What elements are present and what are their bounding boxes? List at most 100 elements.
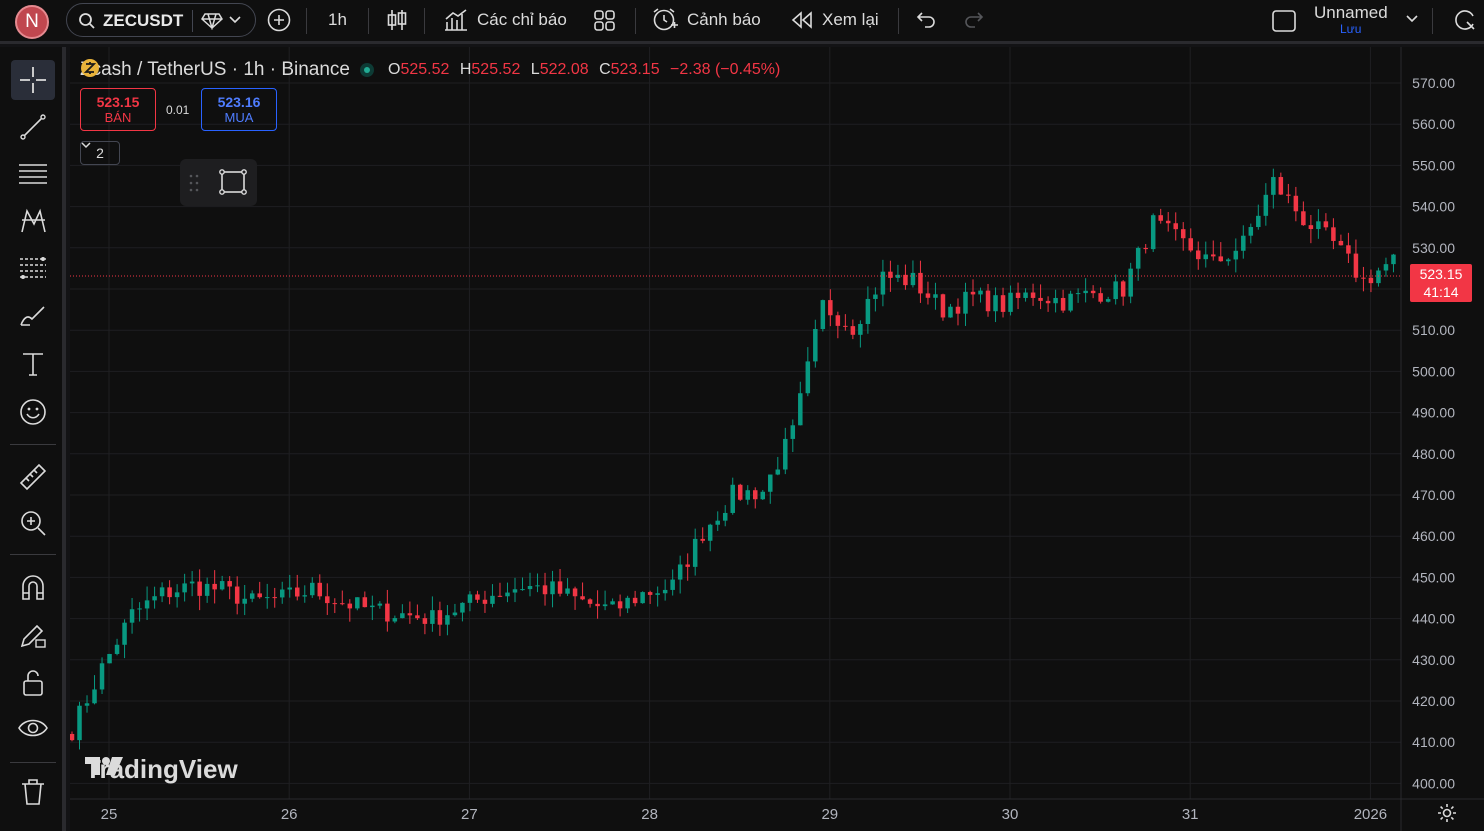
high-value: 525.52 bbox=[471, 61, 521, 78]
replay-label: Xem lại bbox=[822, 10, 879, 29]
candle-body bbox=[888, 271, 893, 278]
candle-body bbox=[257, 593, 262, 598]
symbol-label: ZECUSDT bbox=[103, 11, 184, 30]
candle-body bbox=[114, 644, 120, 654]
drag-handle-icon[interactable] bbox=[189, 174, 199, 192]
fib-tool[interactable] bbox=[11, 248, 55, 288]
candle-body bbox=[580, 596, 585, 600]
candle-body bbox=[1226, 259, 1231, 262]
alerts-button[interactable]: Cảnh báo bbox=[651, 0, 761, 40]
symbol-search[interactable]: ZECUSDT bbox=[66, 3, 256, 37]
text-tool[interactable] bbox=[11, 344, 55, 384]
visibility-tool[interactable] bbox=[11, 709, 55, 749]
candle-body bbox=[640, 592, 645, 604]
user-avatar[interactable]: N bbox=[15, 5, 49, 39]
indicators-collapse-button[interactable]: 2 bbox=[80, 141, 120, 165]
candle-body bbox=[1331, 227, 1336, 241]
candle-body bbox=[753, 490, 758, 500]
y-axis-tick-label: 540.00 bbox=[1412, 199, 1455, 215]
high-key: H bbox=[459, 61, 472, 78]
y-axis-tick-label: 560.00 bbox=[1412, 116, 1455, 132]
diamond-icon[interactable] bbox=[201, 10, 223, 30]
zoom-tool[interactable] bbox=[11, 503, 55, 543]
sell-price: 523.15 bbox=[96, 94, 140, 110]
change-value: −2.38 (−0.45%) bbox=[670, 61, 781, 78]
chevron-down-icon[interactable] bbox=[1406, 15, 1418, 23]
lock-drawings-tool[interactable] bbox=[11, 615, 55, 655]
tradingview-watermark[interactable]: TradingView bbox=[85, 754, 238, 785]
brush-tool[interactable] bbox=[11, 296, 55, 336]
buy-button[interactable]: 523.16 MUA bbox=[201, 88, 277, 131]
candle-body bbox=[835, 315, 841, 326]
candle-body bbox=[272, 597, 277, 599]
layout-square-icon[interactable] bbox=[1271, 9, 1297, 33]
candlestick-chart[interactable]: 570.00560.00550.00540.00530.00520.00510.… bbox=[70, 47, 1484, 831]
redo-icon[interactable] bbox=[963, 10, 985, 30]
candle-body bbox=[1060, 297, 1066, 311]
candle-body bbox=[204, 583, 210, 596]
candle-body bbox=[1196, 250, 1201, 260]
pencil-lock-icon bbox=[20, 624, 46, 648]
candle-body bbox=[445, 615, 450, 625]
candle-body bbox=[1150, 215, 1156, 250]
eye-icon bbox=[18, 719, 48, 737]
candle-body bbox=[167, 587, 172, 598]
candle-body bbox=[512, 589, 518, 593]
indicators-button[interactable]: Các chỉ báo bbox=[443, 0, 567, 40]
ruler-tool[interactable] bbox=[11, 457, 55, 497]
candle-body bbox=[422, 618, 428, 624]
candles-icon[interactable] bbox=[386, 8, 408, 32]
rectangle-select-icon[interactable] bbox=[218, 167, 248, 197]
candle-body bbox=[1383, 264, 1389, 271]
layout-name[interactable]: Unnamed bbox=[1314, 3, 1388, 22]
candle-body bbox=[310, 582, 315, 596]
crosshair-tool[interactable] bbox=[11, 60, 55, 100]
trash-icon bbox=[22, 779, 44, 805]
candle-body bbox=[662, 589, 668, 594]
candle-body bbox=[1286, 194, 1291, 196]
candle-body bbox=[174, 592, 180, 598]
quick-search-icon[interactable] bbox=[1452, 7, 1478, 33]
x-axis-tick-label: 31 bbox=[1182, 806, 1199, 823]
add-symbol-icon[interactable] bbox=[267, 8, 291, 32]
candle-body bbox=[1173, 223, 1178, 230]
candle-body bbox=[535, 585, 540, 587]
save-label[interactable]: Lưu bbox=[1340, 22, 1362, 36]
candle-body bbox=[70, 733, 75, 741]
interval-button[interactable]: 1h bbox=[328, 10, 347, 29]
candle-body bbox=[189, 581, 195, 584]
chart-pane[interactable]: 570.00560.00550.00540.00530.00520.00510.… bbox=[70, 47, 1484, 831]
layouts-grid-icon[interactable] bbox=[593, 9, 617, 33]
smiley-icon bbox=[20, 399, 46, 425]
candle-body bbox=[1211, 254, 1216, 257]
candle-body bbox=[1391, 254, 1396, 265]
undo-icon[interactable] bbox=[915, 10, 937, 30]
candle-body bbox=[610, 601, 615, 605]
candle-body bbox=[602, 604, 608, 607]
candle-body bbox=[227, 581, 232, 587]
brush-icon bbox=[20, 306, 45, 326]
trend-line-tool[interactable] bbox=[11, 107, 55, 147]
pattern-tool[interactable] bbox=[11, 201, 55, 241]
close-key: C bbox=[599, 61, 611, 78]
candle-body bbox=[1301, 211, 1306, 226]
candle-body bbox=[843, 325, 848, 327]
horizontal-lines-tool[interactable] bbox=[11, 154, 55, 194]
unlock-tool[interactable] bbox=[11, 663, 55, 703]
chevron-down-icon[interactable] bbox=[229, 16, 241, 24]
candle-body bbox=[460, 602, 465, 613]
settings-gear-icon[interactable] bbox=[1436, 802, 1458, 824]
symbol-title[interactable]: Zcash / TetherUS · 1h · Binance bbox=[80, 59, 350, 80]
delete-tool[interactable] bbox=[11, 772, 55, 812]
replay-button[interactable]: Xem lại bbox=[790, 0, 879, 40]
candle-body bbox=[1090, 290, 1096, 294]
candle-body bbox=[933, 294, 938, 298]
candle-body bbox=[1248, 227, 1254, 236]
spread-value: 0.01 bbox=[166, 103, 190, 117]
sell-button[interactable]: 523.15 BÁN bbox=[80, 88, 156, 131]
candle-body bbox=[212, 583, 217, 590]
candle-body bbox=[1271, 177, 1276, 195]
emoji-tool[interactable] bbox=[11, 392, 55, 432]
magnet-tool[interactable] bbox=[11, 567, 55, 607]
